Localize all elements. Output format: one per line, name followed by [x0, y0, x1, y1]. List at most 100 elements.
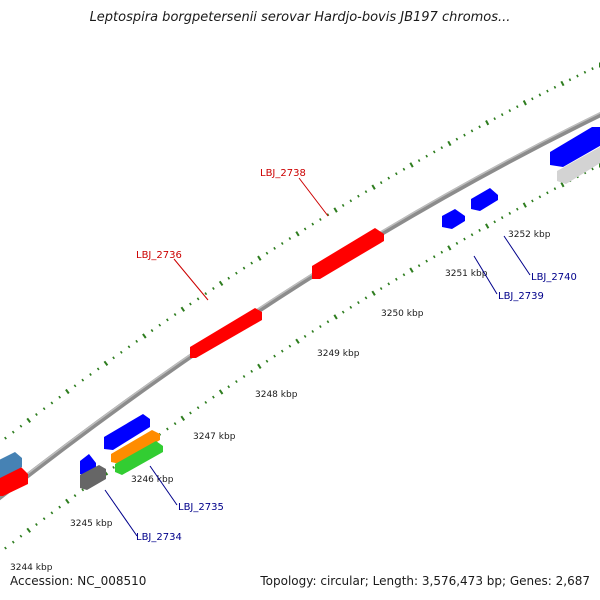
- gene-feature[interactable]: [0, 452, 22, 478]
- scale-tick: [180, 306, 186, 312]
- scale-tick: [357, 301, 360, 305]
- scale-tick: [417, 159, 421, 162]
- scale-tick: [103, 360, 109, 366]
- scale-tick: [65, 388, 70, 395]
- scale-tick: [227, 276, 231, 280]
- gene-feature[interactable]: [312, 228, 384, 279]
- scale-tick: [196, 297, 200, 301]
- scale-tick: [387, 176, 391, 180]
- tick-label: 3246 kbp: [131, 475, 174, 485]
- scale-tick: [242, 266, 246, 270]
- gene-label-LBJ_2738[interactable]: LBJ_2738: [260, 168, 306, 179]
- scale-tick: [485, 223, 490, 229]
- gene-feature[interactable]: [111, 430, 160, 464]
- scale-tick: [180, 415, 186, 421]
- scale-tick: [257, 363, 262, 369]
- scale-tick: [319, 325, 322, 329]
- scale-tick: [493, 220, 496, 224]
- gene-feature[interactable]: [190, 308, 262, 358]
- scale-tick: [218, 280, 224, 286]
- tick-label: 3250 kbp: [381, 309, 424, 319]
- gene-feature[interactable]: [442, 209, 465, 229]
- scale-tick: [127, 345, 131, 349]
- scale-tick: [357, 194, 360, 198]
- scale-tick: [250, 261, 254, 265]
- forward-genes: [0, 228, 384, 496]
- scale-tick: [591, 67, 594, 71]
- gene-label-LBJ_2735[interactable]: LBJ_2735: [178, 502, 224, 513]
- gene-label-LBJ_2740[interactable]: LBJ_2740: [531, 272, 577, 283]
- gene-feature[interactable]: [471, 188, 498, 211]
- scale-tick: [295, 338, 300, 344]
- scale-tick: [250, 369, 254, 373]
- scale-tick: [295, 231, 300, 237]
- scale-tick: [58, 505, 62, 509]
- scale-tick: [371, 290, 376, 296]
- scale-tick: [508, 211, 512, 215]
- scale-tick: [135, 339, 139, 343]
- gene-label-LBJ_2734[interactable]: LBJ_2734: [136, 532, 182, 543]
- scale-tick: [463, 237, 466, 241]
- scale-tick: [395, 172, 398, 176]
- scale-tick: [417, 264, 421, 268]
- scale-tick: [440, 250, 444, 254]
- genome-backbone: [0, 112, 600, 501]
- gene-label-LBJ_2736[interactable]: LBJ_2736: [136, 250, 182, 261]
- scale-tick: [35, 523, 38, 526]
- scale-tick: [50, 511, 54, 515]
- scale-tick: [560, 182, 565, 188]
- scale-tick: [395, 277, 398, 281]
- tick-label: 3249 kbp: [317, 349, 360, 359]
- scale-tick: [35, 413, 38, 416]
- scale-tick: [478, 125, 481, 129]
- scale-tick: [341, 310, 345, 314]
- gene-feature[interactable]: [557, 147, 600, 184]
- scale-tick: [522, 202, 527, 208]
- scale-tick: [447, 245, 452, 251]
- gene-label-LBJ_2739[interactable]: LBJ_2739: [498, 291, 544, 302]
- scale-tick: [485, 120, 490, 126]
- scale-tick: [96, 367, 100, 371]
- scale-tick: [112, 356, 115, 360]
- scale-tick: [19, 534, 23, 538]
- scale-tick: [173, 313, 177, 317]
- scale-tick: [409, 162, 414, 168]
- scale-tick: [447, 140, 452, 147]
- scale-tick: [349, 199, 353, 203]
- page-title: Leptospira borgpetersenii serovar Hardjo…: [89, 10, 511, 25]
- scale-tick: [522, 100, 527, 106]
- scale-tick: [42, 517, 46, 521]
- scale-tick: [166, 427, 169, 431]
- tick-label: 3247 kbp: [193, 432, 236, 442]
- scale-tick: [326, 320, 330, 324]
- scale-tick: [409, 267, 414, 273]
- scale-tick: [560, 80, 565, 87]
- scale-tick: [364, 190, 368, 194]
- gene-feature[interactable]: [550, 127, 600, 167]
- scale-tick: [73, 384, 77, 388]
- scale-tick: [242, 374, 246, 378]
- scale-tick: [189, 302, 192, 306]
- scale-tick: [119, 350, 123, 354]
- scale-tick: [333, 314, 338, 320]
- gene-feature[interactable]: [104, 414, 150, 450]
- gene-feature[interactable]: [80, 465, 106, 490]
- scale-tick: [26, 417, 32, 423]
- scale-tick: [288, 237, 292, 241]
- scale-tick: [265, 251, 269, 255]
- scale-tick: [455, 241, 459, 245]
- reverse-tick-track: [4, 162, 600, 550]
- scale-tick: [204, 292, 208, 296]
- scale-tick: [591, 167, 594, 171]
- scale-tick: [189, 411, 192, 415]
- scale-tick: [212, 395, 215, 399]
- scale-tick: [333, 207, 338, 213]
- scale-tick: [42, 407, 46, 411]
- scale-tick: [538, 195, 542, 199]
- scale-tick: [166, 318, 169, 322]
- gene-feature[interactable]: [115, 441, 163, 475]
- gene-leader-lines: [104, 177, 531, 537]
- scale-tick: [402, 167, 406, 171]
- scale-tick: [4, 546, 7, 550]
